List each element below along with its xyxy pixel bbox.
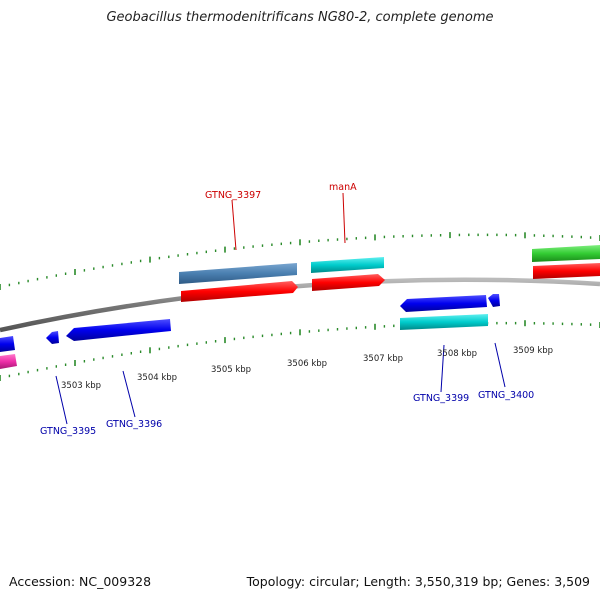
leader-GTNG_3397 (231, 199, 237, 251)
gene-GTNG_3399-bar[interactable] (400, 314, 488, 330)
genome-backbone (0, 277, 600, 333)
gene-right-green-bar[interactable] (532, 245, 600, 262)
outer-tick-arc (0, 232, 600, 290)
tick-label-3505: 3505 kbp (211, 365, 251, 375)
label-GTNG_3397[interactable]: GTNG_3397 (205, 190, 261, 201)
gene-left-edge-magenta[interactable] (0, 354, 17, 369)
cds-GTNG_3395-arrow[interactable] (46, 331, 59, 344)
label-GTNG_3395[interactable]: GTNG_3395 (40, 426, 96, 437)
inner-tick-arc (0, 320, 600, 381)
tick-label-3504: 3504 kbp (137, 373, 177, 383)
cds-GTNG_3400-arrow[interactable] (488, 294, 500, 307)
genome-summary: Topology: circular; Length: 3,550,319 bp… (246, 574, 590, 589)
cds-GTNG_3397-arrow[interactable] (181, 281, 298, 302)
leader-manA (342, 192, 346, 244)
leader-GTNG_3395 (55, 375, 68, 425)
label-manA[interactable]: manA (329, 182, 357, 193)
leader-GTNG_3400 (494, 342, 506, 388)
cds-right-red-bar[interactable] (533, 263, 600, 279)
cds-manA-arrow[interactable] (312, 274, 385, 291)
tick-label-3503: 3503 kbp (61, 381, 101, 391)
label-GTNG_3400[interactable]: GTNG_3400 (478, 390, 534, 401)
label-GTNG_3396[interactable]: GTNG_3396 (106, 419, 162, 430)
gene-GTNG_3397-bar[interactable] (179, 263, 297, 284)
accession-label: Accession: NC_009328 (9, 574, 152, 589)
cds-GTNG_3396-arrow[interactable] (66, 319, 171, 341)
genome-title: Geobacillus thermodenitrificans NG80-2, … (106, 10, 494, 25)
label-GTNG_3399[interactable]: GTNG_3399 (413, 393, 469, 404)
tick-label-3506: 3506 kbp (287, 359, 327, 369)
leader-GTNG_3396 (122, 370, 136, 418)
tick-label-3509: 3509 kbp (513, 346, 553, 356)
cds-left-edge-blue[interactable] (0, 336, 15, 352)
tick-label-3508: 3508 kbp (437, 349, 477, 359)
gene-manA-bar[interactable] (311, 257, 384, 273)
cds-GTNG_3399-arrow[interactable] (400, 295, 487, 312)
leader-GTNG_3399 (440, 344, 445, 393)
tick-label-3507: 3507 kbp (363, 354, 403, 364)
